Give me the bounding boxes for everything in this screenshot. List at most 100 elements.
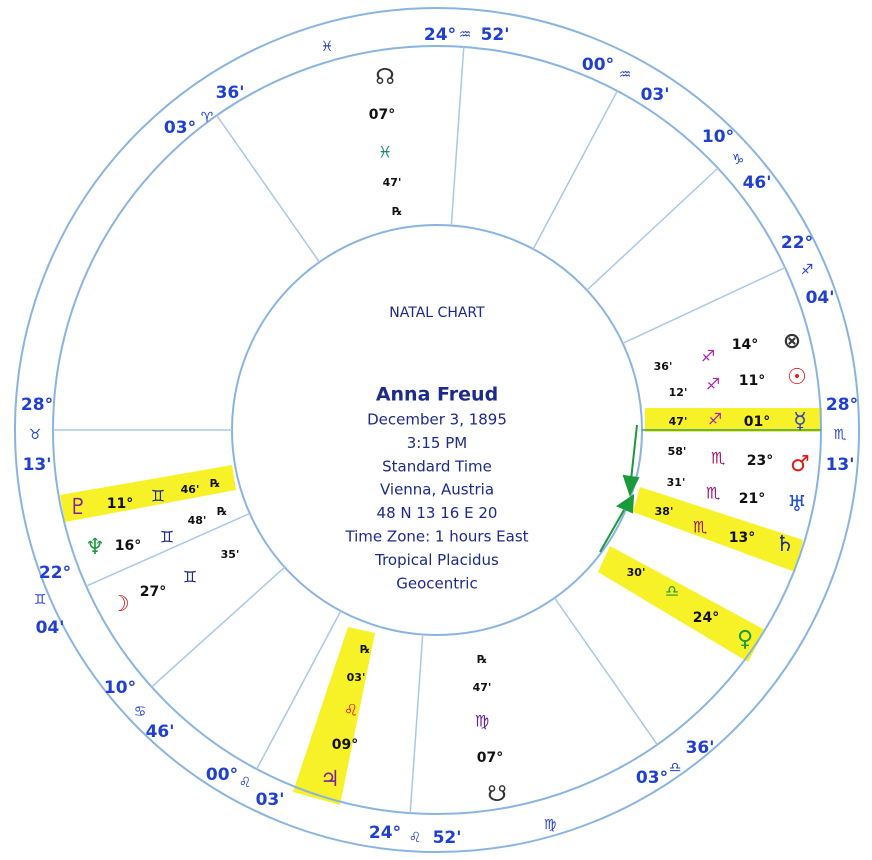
cusp-deg: 22° (781, 233, 813, 253)
planet-min: 47' (669, 415, 688, 428)
cusp-deg: 00° (582, 55, 614, 75)
cusp-min: 04' (806, 288, 835, 308)
planet-glyph: ♇ (68, 495, 88, 520)
planet-sign: ♊ (160, 528, 174, 547)
cusp-deg: 10° (104, 678, 136, 698)
planet-sign: ♊ (151, 487, 165, 506)
arrow-line (599, 509, 625, 553)
planet-sign: ♏ (706, 484, 720, 503)
cusp-sign: ♏ (834, 427, 847, 443)
planet-retro: ℞ (392, 205, 402, 218)
cusp-min: 52' (433, 828, 462, 848)
planet-min: 47' (383, 176, 402, 189)
planet-min: 46' (181, 483, 200, 496)
cusp-deg: 28° (21, 395, 53, 415)
planet-retro: ℞ (477, 653, 487, 666)
cusp-deg: 28° (826, 395, 858, 415)
cusp-line (532, 90, 618, 250)
planet-deg: 13° (729, 530, 755, 546)
cusp-sign: ♑ (732, 152, 745, 168)
planet-retro: ℞ (217, 505, 227, 518)
labels: December 3, 1895 3:15 PM Standard Time Vien… (21, 25, 858, 848)
cusp-line (553, 597, 658, 745)
planet-deg: 27° (140, 584, 166, 600)
mercury-band (645, 408, 822, 432)
planet-deg: 24° (693, 610, 719, 626)
planet-sign: ♏ (693, 518, 707, 537)
cusp-sign: ♎ (669, 760, 682, 776)
cusp-min: 46' (146, 722, 175, 742)
cusp-min: 04' (36, 618, 65, 638)
jupiter-band (293, 627, 375, 805)
planet-glyph: ⊗ (783, 329, 801, 354)
cusp-sign: ♐ (801, 262, 814, 278)
cusp-min: 03' (256, 790, 285, 810)
cusp-sign: ♌ (239, 775, 252, 791)
cusp-min: 03' (641, 85, 670, 105)
cusp-line (409, 634, 424, 814)
planet-deg: 11° (739, 373, 765, 389)
planet-min: 30' (627, 566, 646, 579)
planet-sign: ♐ (701, 347, 715, 366)
chart-detail: Time Zone: 1 hours East (344, 528, 528, 546)
planet-glyph: ☽ (110, 592, 130, 617)
planet-deg: 07° (369, 107, 395, 123)
cusp-deg: 03° (164, 118, 196, 138)
planet-sign: ♍ (475, 712, 489, 731)
cusp-sign: ♊ (34, 592, 47, 608)
planet-min: 48' (188, 514, 207, 527)
planet-deg: 11° (107, 496, 133, 512)
planet-min: 03' (347, 671, 366, 684)
chart-detail: Geocentric (396, 574, 477, 592)
cusp-min: 52' (481, 25, 510, 45)
chart-heading: NATAL CHART (389, 305, 485, 321)
cusp-sign: ♒ (619, 67, 632, 83)
cusp-sign: ♒ (459, 27, 472, 43)
planet-retro: ℞ (210, 477, 220, 490)
planet-glyph: ☊ (375, 65, 395, 90)
cusp-sign: ♉ (29, 427, 42, 443)
cusp-line (256, 610, 342, 770)
chart-detail: 3:15 PM (407, 434, 467, 452)
cusp-line (151, 566, 286, 688)
planet-sign: ♐ (708, 410, 722, 429)
chart-detail: Standard Time (382, 457, 492, 475)
cusp-deg: 24° (424, 25, 456, 45)
cusp-min: 36' (216, 83, 245, 103)
planet-glyph: ♀ (737, 627, 753, 652)
chart-detail: Vienna, Austria (380, 481, 494, 499)
cusp-min: 13' (826, 455, 855, 475)
planet-sign: ♏ (711, 449, 725, 468)
arrow-head (622, 474, 640, 497)
planet-sign: ♎ (665, 582, 679, 601)
planet-min: 35' (221, 548, 240, 561)
planet-min: 31' (667, 476, 686, 489)
outer-circle (14, 7, 860, 853)
planet-glyph: ♃ (320, 767, 340, 792)
intercepted-sign: ♍ (544, 817, 557, 833)
planet-min: 36' (654, 360, 673, 373)
cusp-lines (53, 46, 821, 814)
cusp-sign: ♋ (134, 704, 147, 720)
cusp-deg: 00° (206, 765, 238, 785)
cusp-sign: ♈ (201, 110, 214, 126)
planet-glyph: ♂ (790, 452, 810, 477)
cusp-min: 36' (686, 738, 715, 758)
planet-retro: ℞ (360, 643, 370, 656)
planet-deg: 01° (744, 414, 770, 430)
highlight-bands (60, 408, 822, 805)
cusp-line (85, 512, 251, 587)
aspect-arrows (599, 424, 640, 553)
arrow-head (615, 494, 635, 514)
cusp-deg: 24° (369, 823, 401, 843)
planet-glyph: ☋ (487, 782, 507, 807)
chart-detail: 48 N 13 16 E 20 (377, 504, 498, 522)
cusp-deg: 03° (636, 768, 668, 788)
planet-sign: ♊ (183, 568, 197, 587)
cusp-deg: 22° (39, 563, 71, 583)
cusp-line (450, 46, 465, 226)
planet-deg: 14° (732, 337, 758, 353)
